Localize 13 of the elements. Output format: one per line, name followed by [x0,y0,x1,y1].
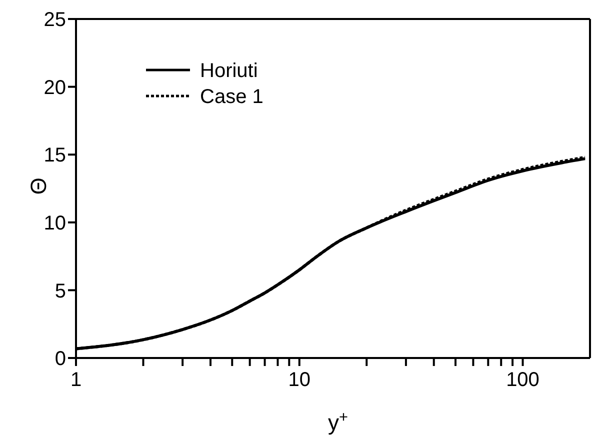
x-tick-label: 100 [506,369,540,392]
x-tick-label: 10 [288,369,311,392]
y-tick-label: 0 [54,348,66,370]
y-tick-label: 15 [44,144,66,167]
y-tick-label: 25 [44,9,66,32]
x-tick-label: 1 [70,369,82,392]
x-axis-title: y$^{+}$ [328,408,348,435]
y-tick-label: 10 [44,212,66,234]
y-tick-label: 20 [44,76,66,99]
legend-label: Case 1 [200,86,264,108]
y-axis-title: Θ [26,177,51,195]
legend-label: Horiuti [200,60,258,82]
y-tick-label: 5 [54,280,66,302]
